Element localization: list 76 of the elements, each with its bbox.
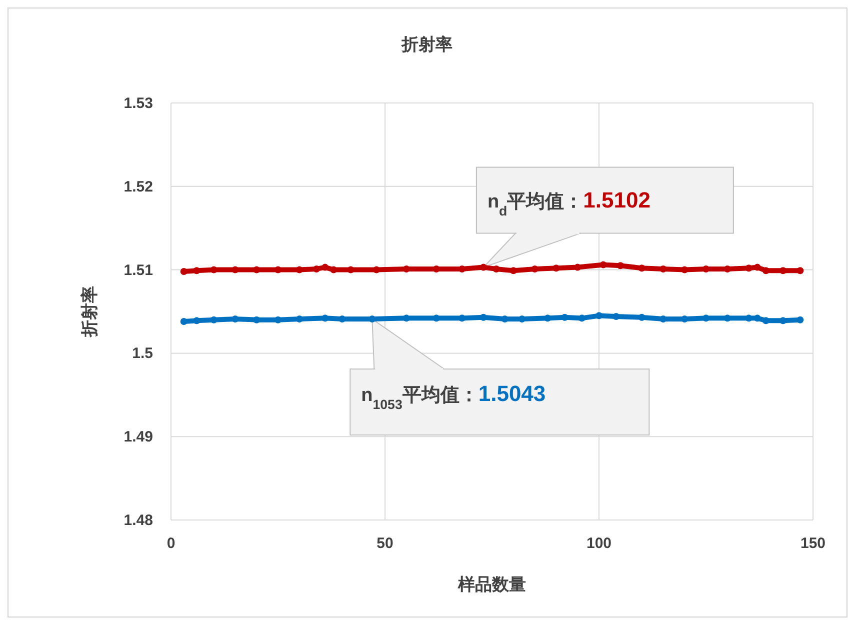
point: [180, 268, 188, 275]
point: [368, 316, 376, 323]
point: [372, 266, 380, 274]
point: [322, 314, 329, 322]
point: [681, 266, 688, 274]
point: [544, 314, 552, 322]
point: [638, 264, 646, 272]
point: [600, 261, 607, 268]
point: [210, 266, 218, 274]
point: [232, 316, 239, 323]
point: [322, 264, 329, 271]
y-tick-label: 1.52: [124, 178, 153, 196]
y-tick-label: 1.48: [124, 512, 153, 529]
point: [510, 267, 517, 274]
point: [296, 316, 303, 323]
point: [754, 264, 761, 271]
point: [432, 314, 440, 322]
point: [531, 265, 538, 272]
point: [193, 267, 200, 274]
annotation: n$_{1053}$平均值：1.5043: [361, 381, 546, 412]
point: [193, 317, 200, 324]
point: [724, 314, 731, 322]
point: [402, 265, 410, 272]
y-axis-title: 折射率: [80, 286, 99, 338]
point: [578, 314, 586, 322]
point: [574, 264, 582, 271]
point: [796, 316, 804, 324]
point: [480, 314, 487, 321]
x-tick-label: 150: [800, 535, 826, 552]
point: [274, 316, 282, 324]
point: [660, 265, 667, 272]
point: [296, 266, 303, 274]
point: [796, 267, 804, 274]
point: [638, 314, 646, 321]
point: [702, 314, 710, 322]
point: [210, 316, 218, 324]
point: [253, 266, 260, 274]
point: [561, 314, 568, 321]
point: [596, 312, 602, 320]
annotation: n$_{d}$平均值：1.5102: [487, 187, 650, 218]
point: [347, 266, 354, 274]
point: [702, 265, 710, 272]
point: [402, 314, 410, 322]
x-tick-label: 0: [166, 535, 176, 552]
point: [232, 266, 239, 274]
point: [780, 267, 787, 274]
y-tick-label: 1.53: [124, 95, 153, 112]
x-tick-label: 50: [376, 535, 394, 552]
y-tick-label: 1.49: [124, 428, 153, 446]
x-axis-title: 样品数量: [457, 575, 526, 594]
point: [745, 264, 752, 272]
point: [762, 267, 770, 274]
point: [253, 316, 260, 324]
y-tick-label: 1.51: [124, 262, 153, 279]
point: [681, 316, 688, 323]
chart-title: 折射率: [400, 35, 452, 54]
point: [780, 317, 787, 324]
point: [552, 264, 560, 272]
point: [754, 314, 761, 322]
point: [313, 265, 320, 272]
x-tick-label: 100: [586, 535, 612, 552]
point: [612, 313, 620, 320]
point: [458, 314, 466, 322]
point: [762, 317, 770, 324]
point: [338, 316, 346, 323]
point: [660, 316, 667, 323]
point: [616, 262, 624, 270]
point: [501, 316, 508, 323]
point: [480, 264, 487, 271]
point: [492, 265, 500, 272]
point: [180, 318, 188, 326]
point: [274, 266, 282, 274]
point: [330, 266, 338, 274]
y-tick-label: 1.5: [132, 345, 153, 362]
point: [745, 314, 752, 322]
point: [458, 265, 466, 272]
